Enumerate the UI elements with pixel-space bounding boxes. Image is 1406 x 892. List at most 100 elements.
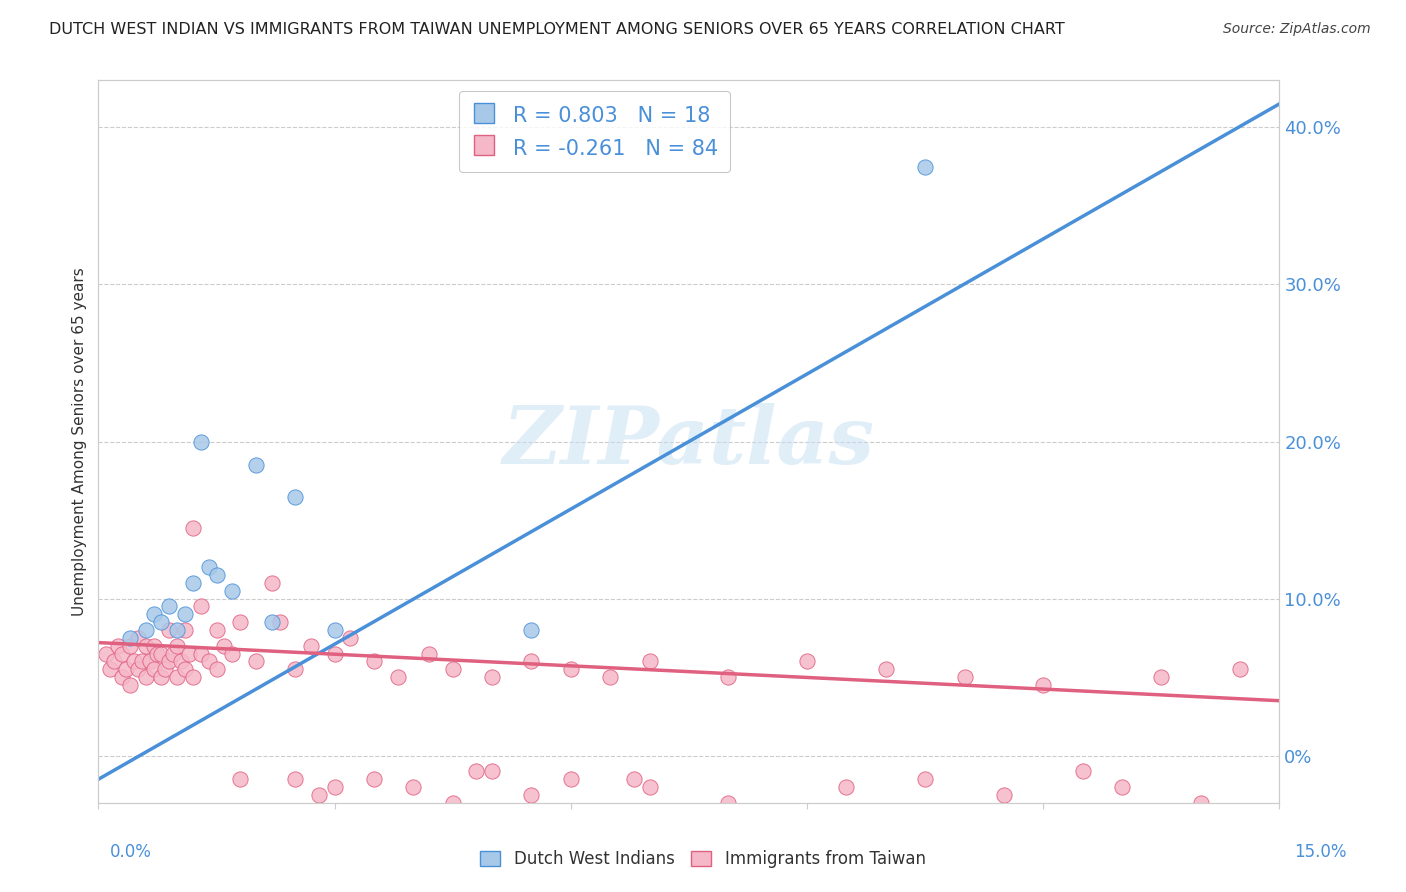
Point <box>402 780 425 794</box>
Point <box>98 662 121 676</box>
Point <box>1229 662 1251 676</box>
Point <box>993 788 1015 802</box>
Point <box>560 772 582 787</box>
Point <box>142 639 165 653</box>
Point <box>166 670 188 684</box>
Text: DUTCH WEST INDIAN VS IMMIGRANTS FROM TAIWAN UNEMPLOYMENT AMONG SENIORS OVER 65 Y: DUTCH WEST INDIAN VS IMMIGRANTS FROM TAI… <box>49 22 1064 37</box>
Point <box>914 772 936 787</box>
Text: Source: ZipAtlas.com: Source: ZipAtlas.com <box>1223 22 1371 37</box>
Point <box>111 647 134 661</box>
Text: ZIPatlas: ZIPatlas <box>503 403 875 480</box>
Point <box>181 670 204 684</box>
Point <box>481 764 503 779</box>
Point <box>197 560 219 574</box>
Point <box>174 623 197 637</box>
Point <box>465 764 488 779</box>
Point <box>221 583 243 598</box>
Point <box>205 623 228 637</box>
Point <box>157 599 180 614</box>
Point <box>190 434 212 449</box>
Point <box>875 662 897 676</box>
Point <box>96 647 118 661</box>
Point <box>205 568 228 582</box>
Point <box>146 647 169 661</box>
Point <box>269 615 291 630</box>
Point <box>418 647 440 661</box>
Point <box>638 655 661 669</box>
Point <box>170 655 193 669</box>
Point <box>339 631 361 645</box>
Y-axis label: Unemployment Among Seniors over 65 years: Unemployment Among Seniors over 65 years <box>72 268 87 615</box>
Point <box>115 662 138 676</box>
Point <box>142 662 165 676</box>
Point <box>142 607 165 622</box>
Text: 0.0%: 0.0% <box>110 843 152 861</box>
Point <box>103 655 125 669</box>
Point <box>127 662 149 676</box>
Point <box>177 647 200 661</box>
Text: 15.0%: 15.0% <box>1295 843 1347 861</box>
Point <box>205 662 228 676</box>
Point <box>166 623 188 637</box>
Point <box>118 631 141 645</box>
Point <box>1071 764 1094 779</box>
Point <box>162 647 184 661</box>
Point <box>174 607 197 622</box>
Point <box>284 772 307 787</box>
Point <box>135 670 157 684</box>
Point <box>150 670 173 684</box>
Point <box>835 780 858 794</box>
Point <box>284 490 307 504</box>
Point <box>122 655 145 669</box>
Point <box>363 772 385 787</box>
Point <box>111 670 134 684</box>
Point <box>138 655 160 669</box>
Point <box>260 615 283 630</box>
Point <box>229 615 252 630</box>
Point <box>166 639 188 653</box>
Point <box>197 655 219 669</box>
Point <box>520 788 543 802</box>
Point <box>1032 678 1054 692</box>
Point <box>441 796 464 810</box>
Point <box>181 521 204 535</box>
Point <box>155 662 177 676</box>
Point <box>127 631 149 645</box>
Point <box>1189 796 1212 810</box>
Point <box>308 788 330 802</box>
Point <box>229 772 252 787</box>
Point <box>953 670 976 684</box>
Point <box>1111 780 1133 794</box>
Point <box>157 655 180 669</box>
Point <box>560 662 582 676</box>
Point <box>796 655 818 669</box>
Point <box>623 772 645 787</box>
Point <box>221 647 243 661</box>
Point <box>131 655 153 669</box>
Point <box>214 639 236 653</box>
Point <box>260 575 283 590</box>
Point <box>1150 670 1173 684</box>
Point <box>190 599 212 614</box>
Point <box>135 623 157 637</box>
Point <box>481 670 503 684</box>
Point <box>190 647 212 661</box>
Point <box>135 639 157 653</box>
Point <box>118 639 141 653</box>
Point <box>323 780 346 794</box>
Legend: R = 0.803   N = 18, R = -0.261   N = 84: R = 0.803 N = 18, R = -0.261 N = 84 <box>458 91 730 172</box>
Point <box>914 160 936 174</box>
Point <box>245 458 267 472</box>
Point <box>599 670 621 684</box>
Point <box>323 623 346 637</box>
Point <box>118 678 141 692</box>
Point <box>363 655 385 669</box>
Point <box>520 655 543 669</box>
Point <box>717 670 740 684</box>
Point <box>181 575 204 590</box>
Point <box>284 662 307 676</box>
Point <box>245 655 267 669</box>
Point <box>299 639 322 653</box>
Point <box>387 670 409 684</box>
Point <box>150 615 173 630</box>
